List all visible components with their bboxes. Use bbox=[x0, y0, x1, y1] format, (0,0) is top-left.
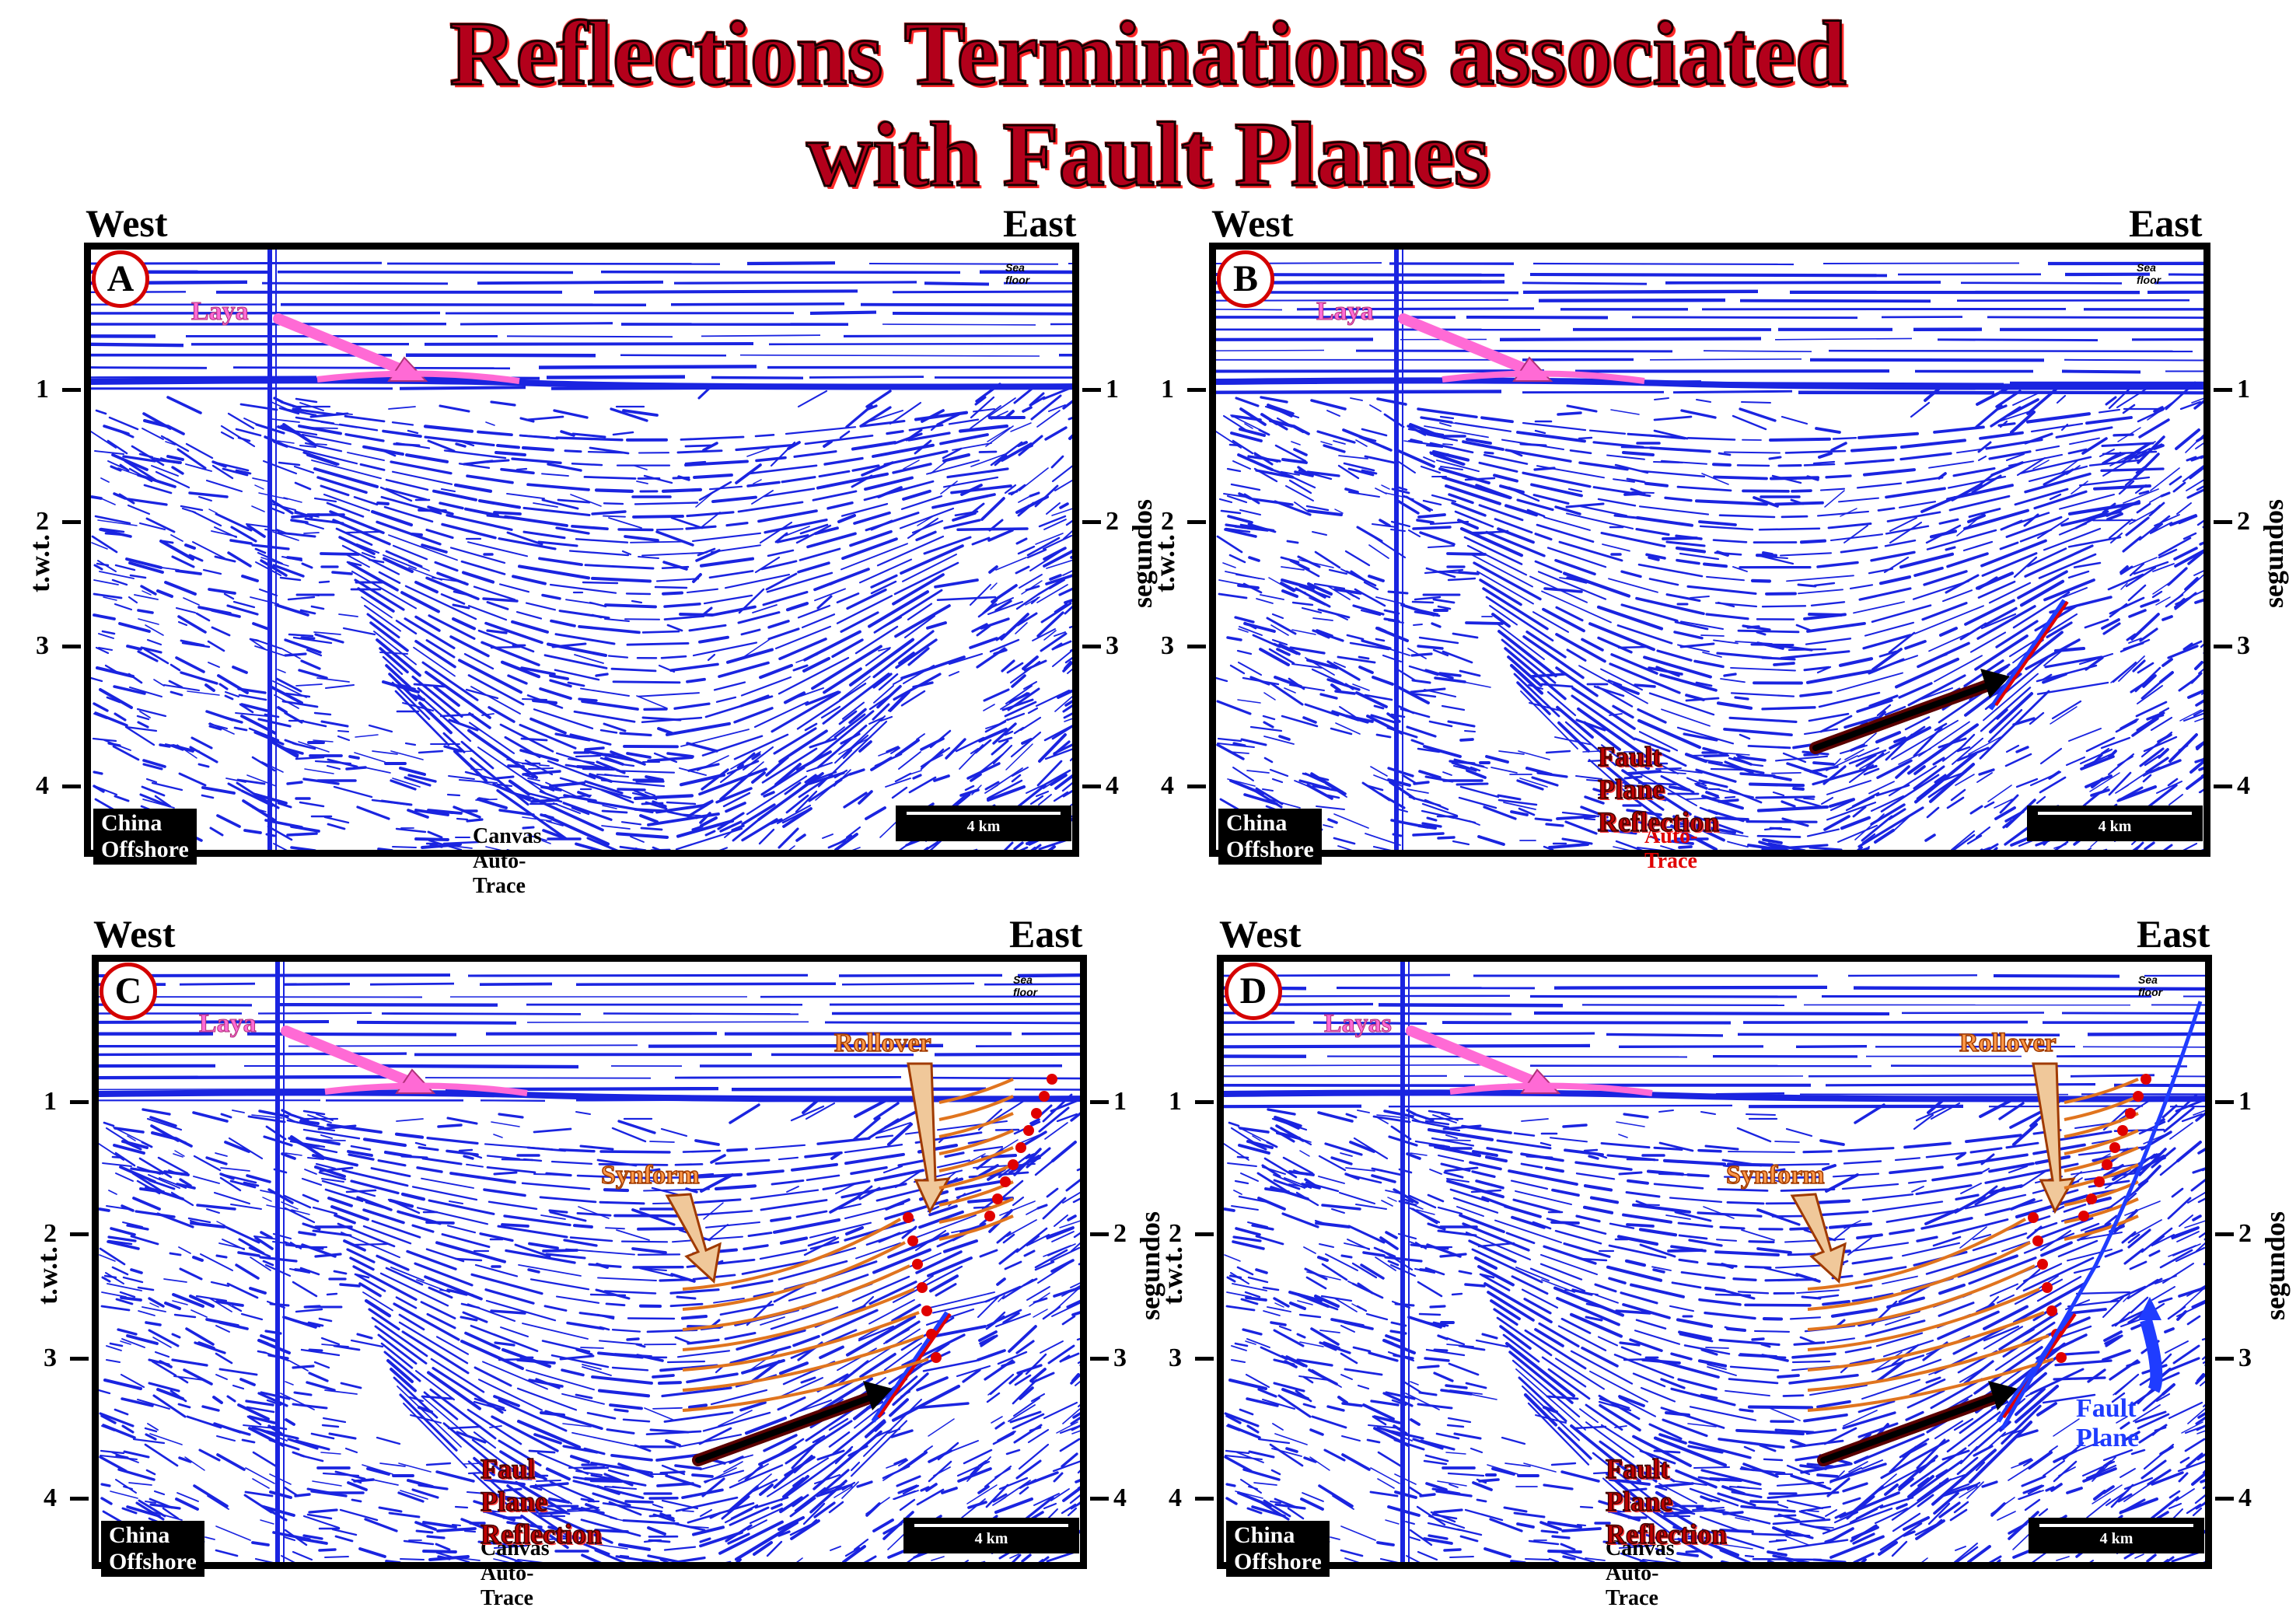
annotation-overlay bbox=[0, 0, 2296, 1564]
